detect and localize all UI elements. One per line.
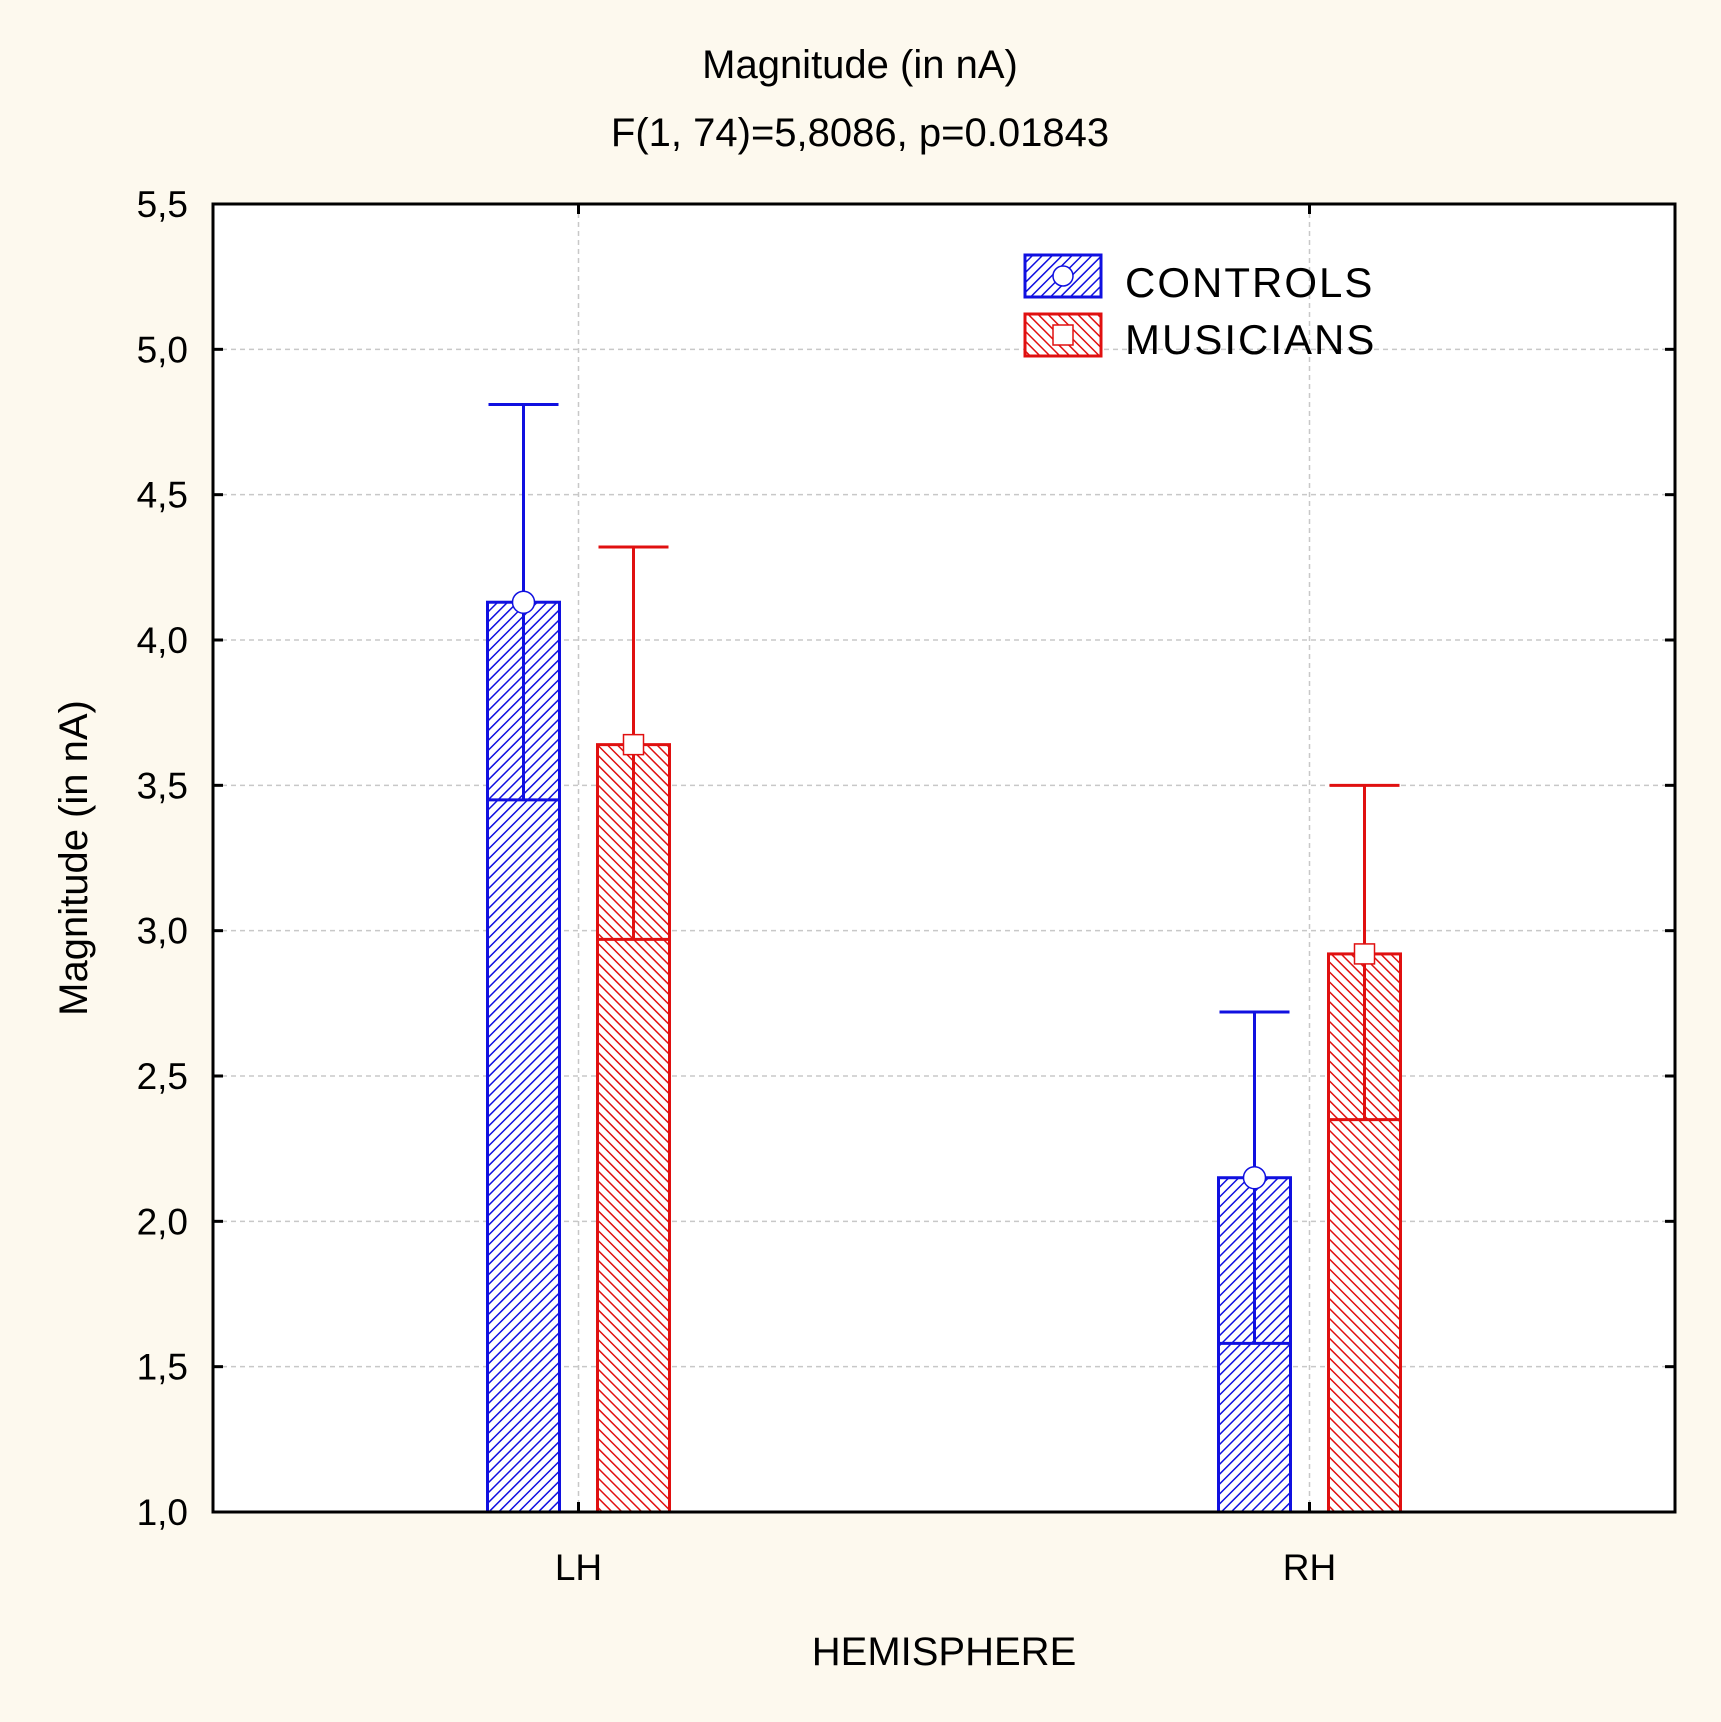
y-tick-label: 3,5 [137, 765, 188, 806]
chart-subtitle: F(1, 74)=5,8086, p=0.01843 [611, 111, 1109, 155]
legend-marker-musicians [1052, 324, 1074, 346]
y-axis-label: Magnitude (in nA) [52, 700, 96, 1016]
y-tick-label: 2,5 [137, 1056, 188, 1097]
y-tick-label: 5,0 [137, 329, 188, 370]
mean-marker-controls [511, 590, 536, 614]
chart-title: Magnitude (in nA) [702, 43, 1018, 87]
plot-frame [211, 202, 1677, 1514]
plot-area [213, 204, 1675, 1512]
legend-item-controls: CONTROLS [1023, 253, 1374, 306]
x-tick-label: RH [1283, 1547, 1336, 1588]
legend-label-controls: CONTROLS [1125, 259, 1374, 306]
y-tick-label: 5,5 [137, 184, 188, 225]
x-tick-label: LH [555, 1547, 602, 1588]
error-bars [488, 403, 1400, 1345]
y-tick-label: 4,5 [137, 475, 188, 516]
mean-marker-controls [1242, 1165, 1267, 1190]
y-tick-label: 3,0 [137, 911, 188, 952]
axis-ticks: 1,0 1,5 2,0 2,5 3,0 3,5 4,0 4,5 5,0 5,5 LH RH [137, 184, 1675, 1588]
y-tick-label: 1,5 [137, 1347, 188, 1388]
y-tick-label: 2,0 [137, 1201, 188, 1242]
legend-item-musicians: MUSICIANS [1023, 312, 1376, 363]
bars [486, 600, 1402, 1514]
mean-marker-musicians [622, 733, 645, 756]
y-tick-label: 4,0 [137, 620, 188, 661]
legend: CONTROLS MUSICIANS [1023, 253, 1376, 363]
legend-marker-controls [1052, 265, 1074, 287]
legend-label-musicians: MUSICIANS [1125, 316, 1376, 363]
y-tick-label: 1,0 [137, 1492, 188, 1533]
grid-lines [213, 204, 1675, 1512]
x-axis-label: HEMISPHERE [812, 1630, 1077, 1674]
mean-marker-musicians [1353, 943, 1376, 965]
